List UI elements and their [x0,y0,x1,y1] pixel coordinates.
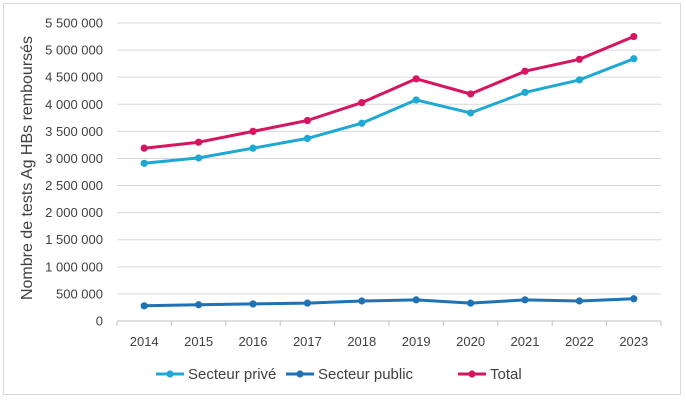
data-point-secteur-public [630,295,638,303]
x-tick-label: 2022 [565,334,594,349]
series-line-total [142,35,636,150]
data-point-total [467,90,475,98]
chart-frame [3,3,681,395]
data-point-secteur-public [249,300,257,308]
legend-label-secteur-public: Secteur public [318,366,414,383]
data-point-secteur-public [467,299,475,307]
y-tick-label: 500 000 [56,286,103,301]
y-tick-label: 2 500 000 [45,178,103,193]
data-point-secteur-priv [249,144,257,152]
data-point-secteur-public [412,296,420,304]
x-tick-label: 2018 [347,334,376,349]
y-tick-label: 5 000 000 [45,43,103,58]
x-tick-label: 2017 [293,334,322,349]
x-tick-label: 2014 [130,334,159,349]
data-point-secteur-public [521,296,529,304]
data-point-secteur-public [140,302,148,310]
legend-marker-secteur-priv [166,370,174,378]
data-point-secteur-public [575,297,584,305]
y-tick-label: 2 000 000 [45,205,103,220]
y-tick-label: 0 [96,314,103,329]
series-lines [140,32,638,310]
series-line-secteur-public [142,297,636,308]
axes: 0 500 000 1 000 000 1 500 000 2 000 000 2 500… [45,16,662,349]
x-tick-label: 2021 [511,334,540,349]
gridlines [117,22,661,295]
data-point-secteur-public [358,297,366,305]
legend-label-secteur-priv: Secteur privé [188,366,276,383]
y-axis-label: Nombre de tests Ag HBs remboursés [19,36,36,300]
data-point-secteur-priv [358,119,366,127]
data-point-total [630,32,638,41]
data-point-total [575,55,584,63]
data-point-total [140,144,148,152]
data-point-secteur-priv [303,134,311,143]
series-line-secteur-priv [142,57,636,165]
x-tick-label: 2015 [184,334,213,349]
data-point-total [249,127,257,135]
data-point-secteur-public [303,299,311,307]
legend-label-total: Total [490,366,522,383]
data-point-total [195,138,203,146]
y-tick-label: 1 000 000 [45,259,103,274]
data-point-secteur-priv [140,159,148,167]
data-point-total [412,75,420,83]
data-point-total [358,99,366,107]
data-point-secteur-priv [630,55,638,63]
y-tick-label: 4 500 000 [45,70,103,85]
data-point-secteur-priv [195,154,203,162]
data-point-secteur-priv [412,96,420,104]
data-point-total [303,116,311,125]
y-tick-label: 1 500 000 [45,232,103,247]
y-tick-label: 5 500 000 [45,16,103,31]
y-tick-label: 4 000 000 [45,97,103,112]
x-tick-label: 2020 [456,334,485,349]
data-point-secteur-public [195,301,203,309]
y-tick-label: 3 500 000 [45,124,103,139]
legend-marker-secteur-public [296,370,304,378]
data-point-total [521,67,529,75]
data-point-secteur-priv [467,109,475,117]
y-tick-label: 3 000 000 [45,151,103,166]
x-tick-label: 2016 [239,334,268,349]
legend: Secteur privé Secteur public Total [156,366,522,383]
legend-marker-total [468,370,476,378]
x-tick-label: 2019 [402,334,431,349]
data-point-secteur-priv [521,88,529,96]
x-tick-label: 2023 [619,334,648,349]
data-point-secteur-priv [575,76,584,84]
